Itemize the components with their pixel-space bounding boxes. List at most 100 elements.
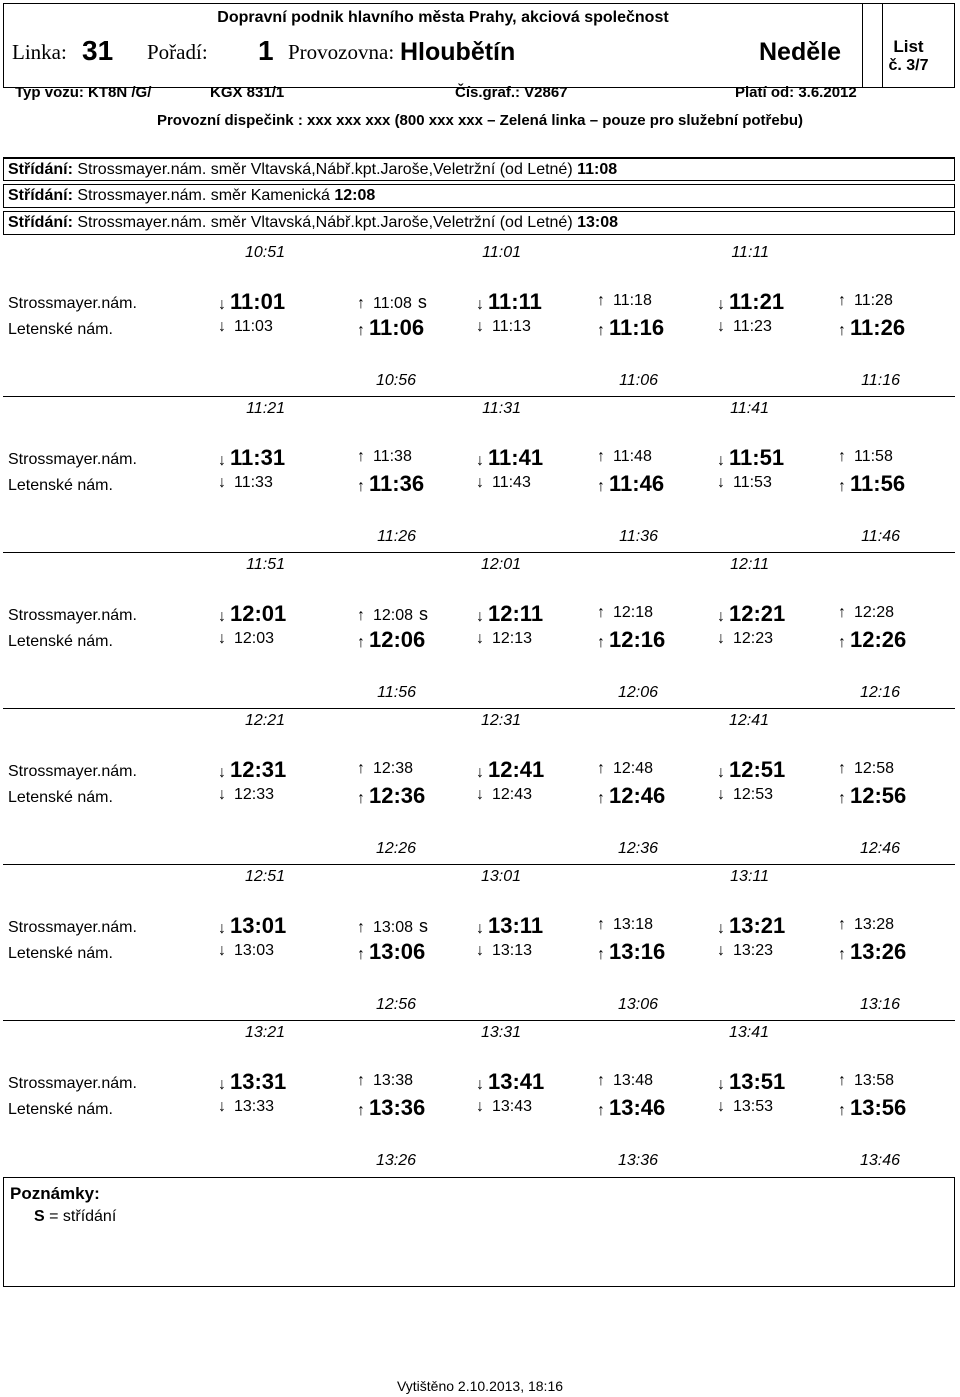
change-label: Střídání: (8, 187, 73, 204)
arrow-up-icon: ↑ (357, 448, 365, 465)
departure-time: 13:46 (609, 1095, 666, 1120)
change-time: 13:08 (577, 214, 619, 231)
departure-cell: ↓ 12:43 (476, 786, 532, 804)
timetable-block: 12:21 12:31 12:41 Strossmayer.nám. Letenské … (0, 706, 960, 865)
departure-cell: ↓ 11:13 (476, 318, 531, 336)
trip-end-time: 10:56 (375, 372, 416, 389)
timetable-block: 13:21 13:31 13:41 Strossmayer.nám. Letenské … (0, 1018, 960, 1174)
arrow-up-icon: ↑ (357, 919, 365, 936)
stop-name: Letenské nám. (8, 945, 113, 962)
departure-cell: ↑ 12:46 (597, 783, 665, 809)
departure-cell: ↑ 11:38 (357, 448, 412, 466)
arrow-up-icon: ↑ (597, 322, 605, 339)
change-row: Střídání: Strossmayer.nám. směr Vltavská… (3, 211, 955, 235)
departure-cell: ↑ 12:18 (597, 604, 653, 622)
departure-cell: ↓ 13:03 (218, 942, 274, 960)
arrow-up-icon: ↑ (838, 1102, 846, 1119)
departure-cell: ↓ 13:51 (717, 1069, 785, 1095)
valid-from: Platí od: 3.6.2012 (735, 84, 857, 101)
departure-time: 13:23 (733, 942, 774, 959)
departure-time: 13:41 (488, 1069, 545, 1094)
trip-start-time: 13:31 (480, 1024, 521, 1041)
stop-name: Strossmayer.nám. (8, 919, 137, 936)
departure-time: 11:23 (733, 318, 772, 335)
departure-cell: ↓ 13:43 (476, 1098, 532, 1116)
trip-end-time: 13:46 (859, 1152, 900, 1169)
departure-time: 13:51 (729, 1069, 786, 1094)
departure-cell: ↓ 12:41 (476, 757, 544, 783)
trip-start-time: 13:41 (728, 1024, 769, 1041)
departure-cell: ↓ 12:33 (218, 786, 274, 804)
arrow-up-icon: ↑ (838, 478, 846, 495)
arrow-down-icon: ↓ (717, 764, 725, 781)
arrow-down-icon: ↓ (218, 764, 226, 781)
departure-time: 13:31 (230, 1069, 287, 1094)
departure-cell: ↓ 12:53 (717, 786, 773, 804)
departure-time: 12:43 (492, 786, 533, 803)
arrow-up-icon: ↑ (838, 604, 846, 621)
trip-end-time: 12:06 (617, 684, 658, 701)
departure-time: 11:38 (373, 448, 412, 465)
arrow-up-icon: ↑ (597, 760, 605, 777)
arrow-down-icon: ↓ (218, 786, 226, 803)
vehicle-type: Typ vozu: KT8N /G/ (15, 84, 152, 101)
departure-cell: ↑ 12:26 (838, 627, 906, 653)
departure-cell: ↑ 13:46 (597, 1095, 665, 1121)
trip-start-time: 11:11 (731, 244, 769, 261)
departure-cell: ↓ 11:21 (717, 289, 784, 315)
trip-start-time: 11:51 (246, 556, 285, 573)
arrow-up-icon: ↑ (597, 634, 605, 651)
arrow-down-icon: ↓ (476, 474, 484, 491)
departure-time: 12:21 (729, 601, 786, 626)
arrow-up-icon: ↑ (357, 322, 365, 339)
departure-cell: ↓ 11:11 (476, 289, 542, 315)
arrow-down-icon: ↓ (717, 452, 725, 469)
departure-cell: ↑ 13:48 (597, 1072, 653, 1090)
notes-legend: S = střídání (34, 1208, 116, 1226)
arrow-down-icon: ↓ (476, 608, 484, 625)
departure-cell: ↑ 11:58 (838, 448, 893, 466)
departure-time: 13:48 (613, 1072, 654, 1089)
departure-time: 12:31 (230, 757, 287, 782)
trip-end-time: 11:16 (861, 372, 900, 389)
departure-cell: ↓ 12:13 (476, 630, 532, 648)
arrow-up-icon: ↑ (838, 790, 846, 807)
arrow-up-icon: ↑ (597, 292, 605, 309)
order-number: 1 (258, 35, 274, 66)
header-box: Dopravní podnik hlavního města Prahy, ak… (3, 3, 883, 88)
trip-end-time: 11:26 (377, 528, 416, 545)
departure-cell: ↑ 11:48 (597, 448, 652, 466)
departure-time: 13:56 (850, 1095, 907, 1120)
trip-end-time: 11:56 (377, 684, 416, 701)
departure-time: 11:18 (613, 292, 652, 309)
vehicle-code: KGX 831/1 (210, 84, 285, 101)
departure-time: 12:23 (733, 630, 774, 647)
arrow-down-icon: ↓ (717, 630, 725, 647)
departure-cell: ↓ 13:21 (717, 913, 785, 939)
arrow-down-icon: ↓ (476, 920, 484, 937)
departure-time: 13:38 (373, 1072, 414, 1089)
departure-cell: ↓ 13:53 (717, 1098, 773, 1116)
departure-time: 11:13 (492, 318, 531, 335)
trip-start-time: 11:01 (482, 244, 521, 261)
stop-name: Letenské nám. (8, 477, 113, 494)
departure-cell: ↓ 13:13 (476, 942, 532, 960)
departure-cell: ↑ 11:36 (357, 471, 424, 497)
departure-time: 12:03 (234, 630, 275, 647)
company-name: Dopravní podnik hlavního města Prahy, ak… (217, 9, 669, 26)
notes-box: Poznámky: S = střídání (3, 1177, 955, 1287)
departure-time: 11:36 (369, 471, 425, 496)
block-divider (3, 708, 955, 709)
trip-start-time: 13:11 (730, 868, 769, 885)
depot-name: Hloubětín (400, 38, 516, 66)
trip-end-time: 11:36 (619, 528, 658, 545)
departure-cell: ↓ 12:11 (476, 601, 543, 627)
arrow-up-icon: ↑ (357, 478, 365, 495)
trip-start-time: 11:41 (730, 400, 769, 417)
departure-time: 12:13 (492, 630, 533, 647)
order-label: Pořadí: (147, 40, 208, 64)
arrow-up-icon: ↑ (357, 1072, 365, 1089)
arrow-down-icon: ↓ (476, 1076, 484, 1093)
block-divider (3, 396, 955, 397)
departure-cell: ↑ 13:16 (597, 939, 665, 965)
